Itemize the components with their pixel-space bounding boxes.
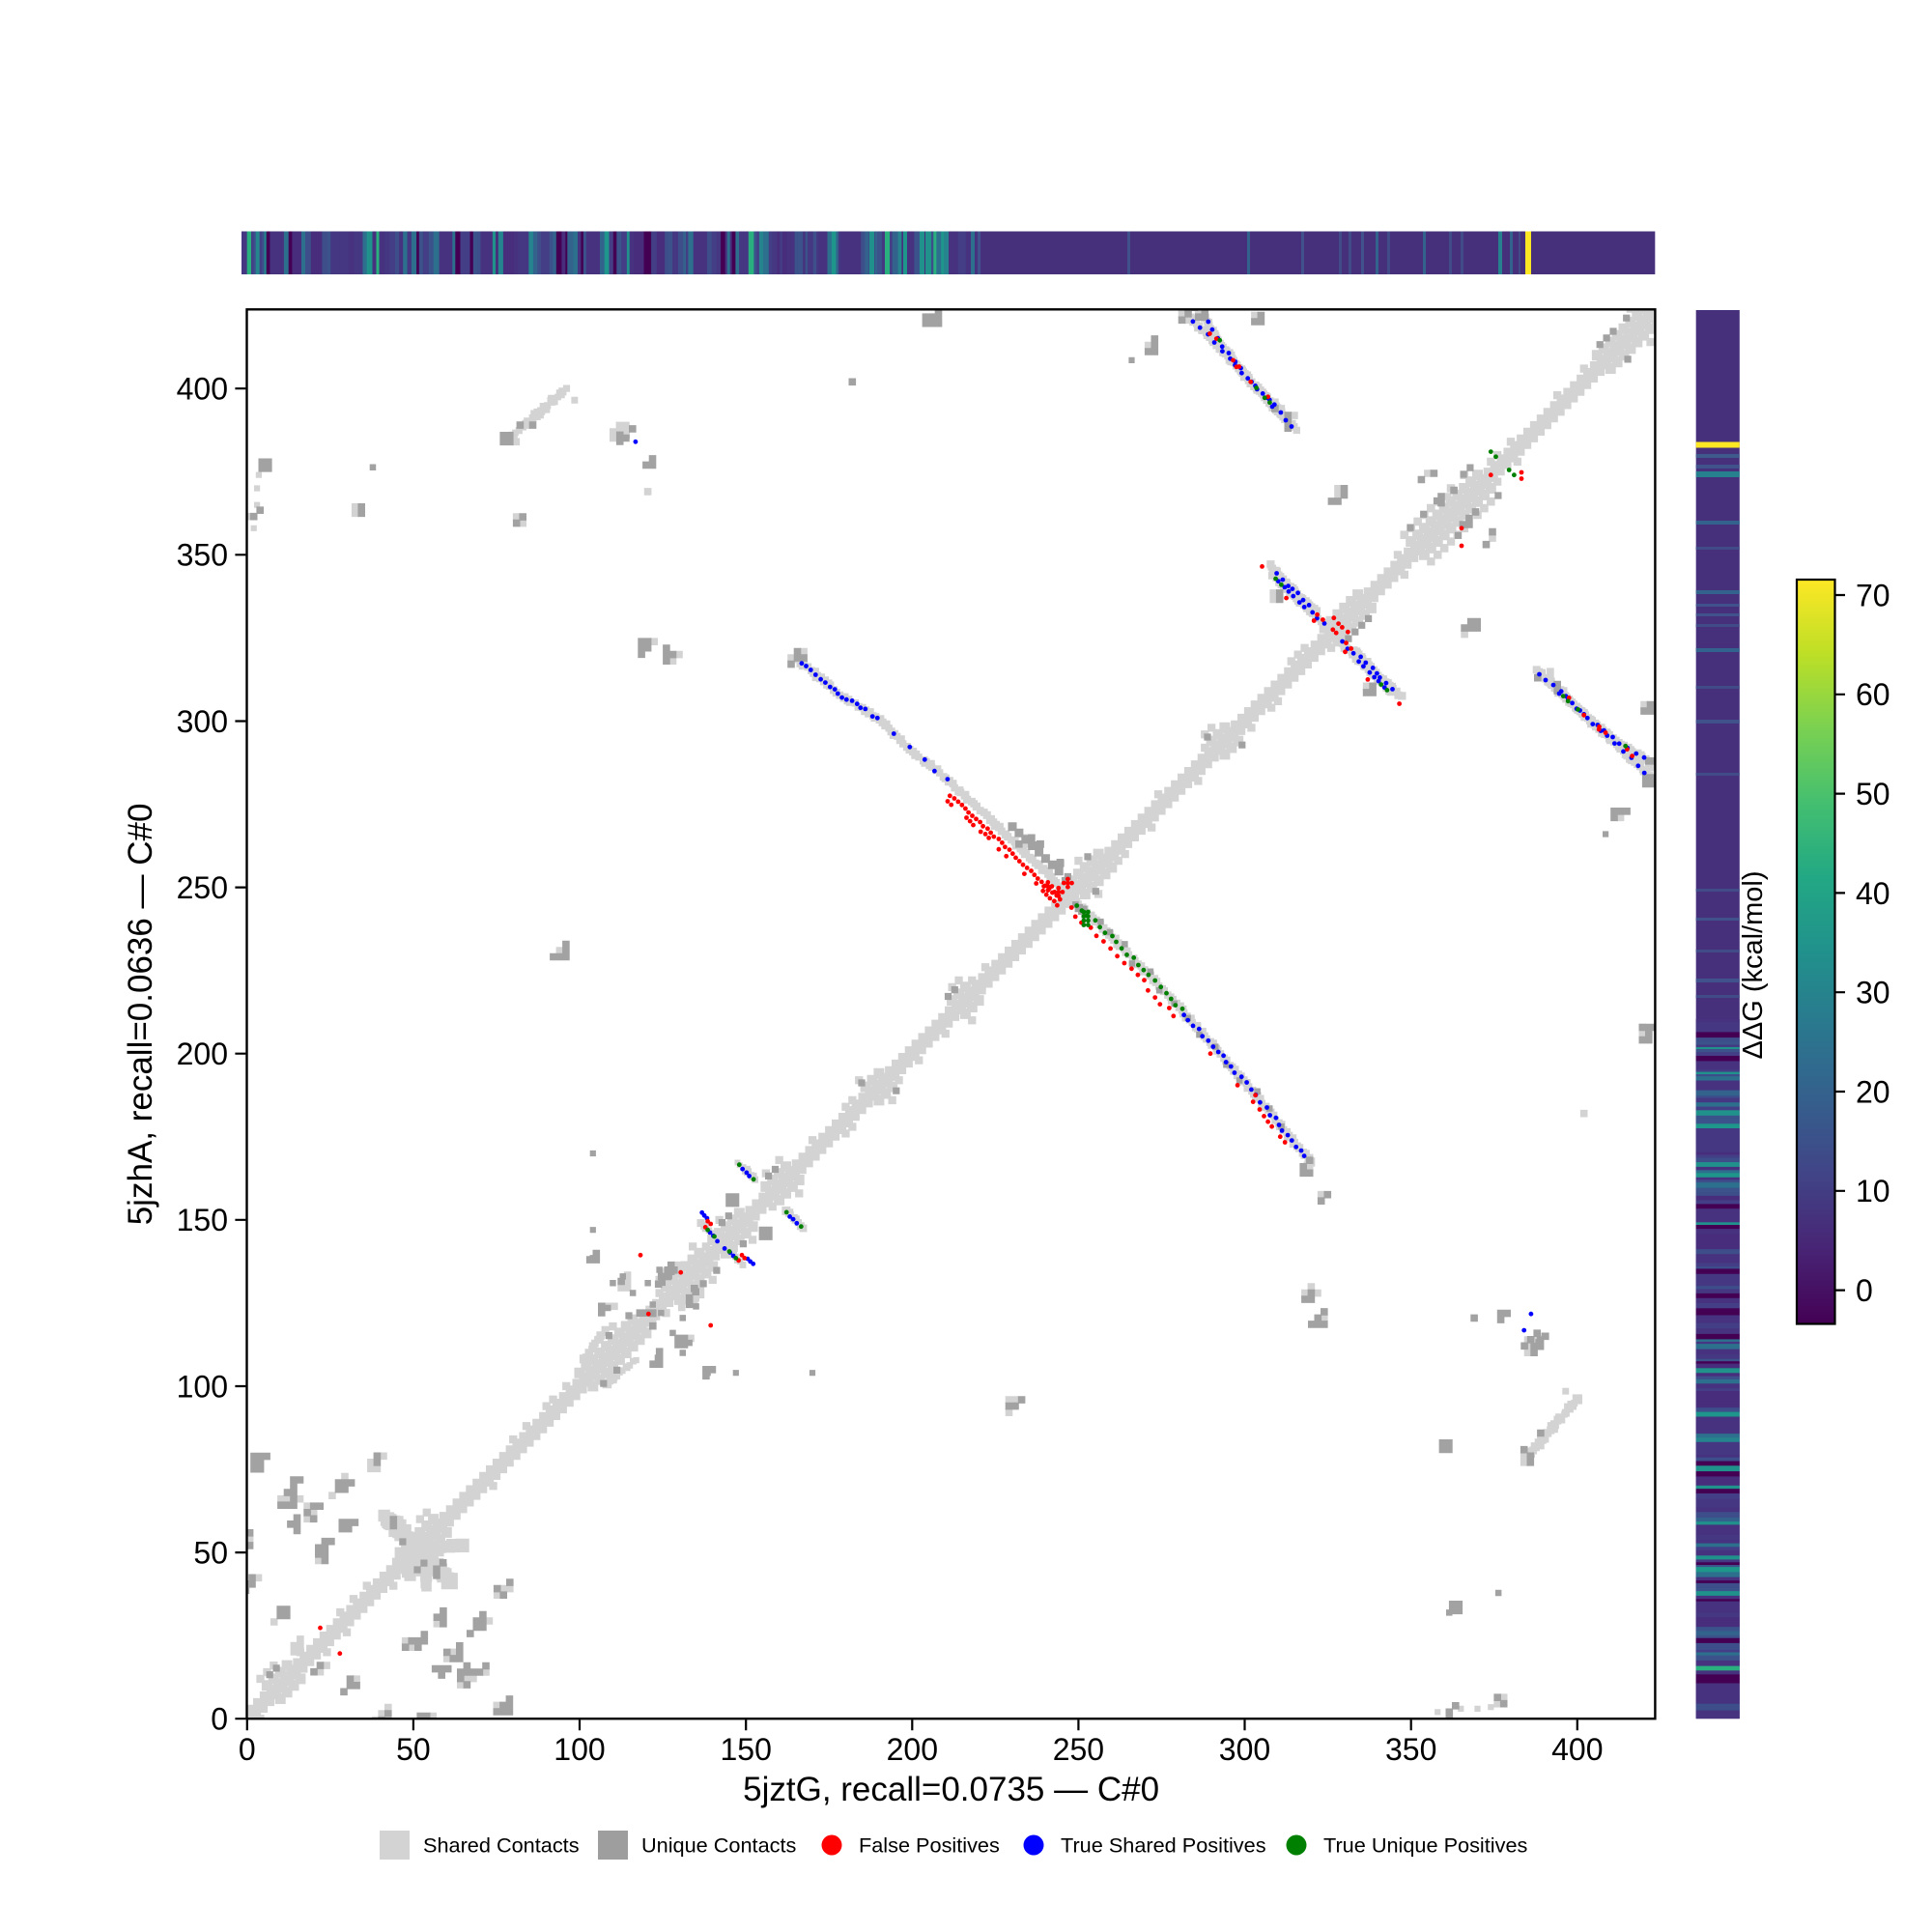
svg-text:True Shared Positives: True Shared Positives	[1061, 1833, 1266, 1858]
svg-text:30: 30	[1856, 976, 1890, 1010]
svg-text:Shared Contacts: Shared Contacts	[423, 1833, 580, 1858]
svg-text:150: 150	[177, 1203, 228, 1237]
svg-text:False Positives: False Positives	[859, 1833, 1000, 1858]
svg-text:True Unique Positives: True Unique Positives	[1323, 1833, 1528, 1858]
svg-text:300: 300	[1219, 1732, 1270, 1767]
svg-text:0: 0	[1856, 1273, 1873, 1308]
svg-text:70: 70	[1856, 578, 1890, 612]
svg-text:50: 50	[396, 1732, 431, 1767]
svg-text:250: 250	[1053, 1732, 1104, 1767]
svg-text:ΔΔG (kcal/mol): ΔΔG (kcal/mol)	[1738, 870, 1769, 1059]
svg-text:Unique Contacts: Unique Contacts	[641, 1833, 796, 1858]
svg-text:5jzhA, recall=0.0636 — C#0: 5jzhA, recall=0.0636 — C#0	[122, 804, 159, 1226]
svg-text:20: 20	[1856, 1074, 1890, 1109]
svg-text:50: 50	[193, 1536, 228, 1571]
svg-text:5jztG, recall=0.0735 — C#0: 5jztG, recall=0.0735 — C#0	[743, 1771, 1159, 1808]
svg-text:0: 0	[211, 1702, 228, 1737]
svg-text:60: 60	[1856, 677, 1890, 712]
svg-text:40: 40	[1856, 876, 1890, 911]
svg-text:300: 300	[177, 704, 228, 739]
svg-text:0: 0	[239, 1732, 256, 1767]
svg-text:400: 400	[1551, 1732, 1603, 1767]
svg-text:400: 400	[177, 372, 228, 407]
svg-text:200: 200	[887, 1732, 938, 1767]
svg-text:200: 200	[177, 1037, 228, 1071]
svg-text:100: 100	[554, 1732, 605, 1767]
svg-text:350: 350	[177, 538, 228, 573]
svg-text:350: 350	[1385, 1732, 1436, 1767]
svg-text:150: 150	[721, 1732, 772, 1767]
svg-text:10: 10	[1856, 1174, 1890, 1208]
svg-text:250: 250	[177, 870, 228, 905]
svg-text:50: 50	[1856, 777, 1890, 811]
svg-text:100: 100	[177, 1369, 228, 1404]
